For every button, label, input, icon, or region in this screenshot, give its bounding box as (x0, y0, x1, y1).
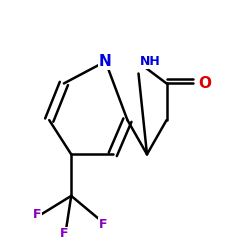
Text: F: F (60, 227, 68, 240)
Text: O: O (198, 76, 211, 91)
Text: F: F (33, 208, 41, 221)
Text: F: F (99, 218, 107, 230)
Text: N: N (99, 54, 112, 69)
Text: NH: NH (140, 55, 160, 68)
